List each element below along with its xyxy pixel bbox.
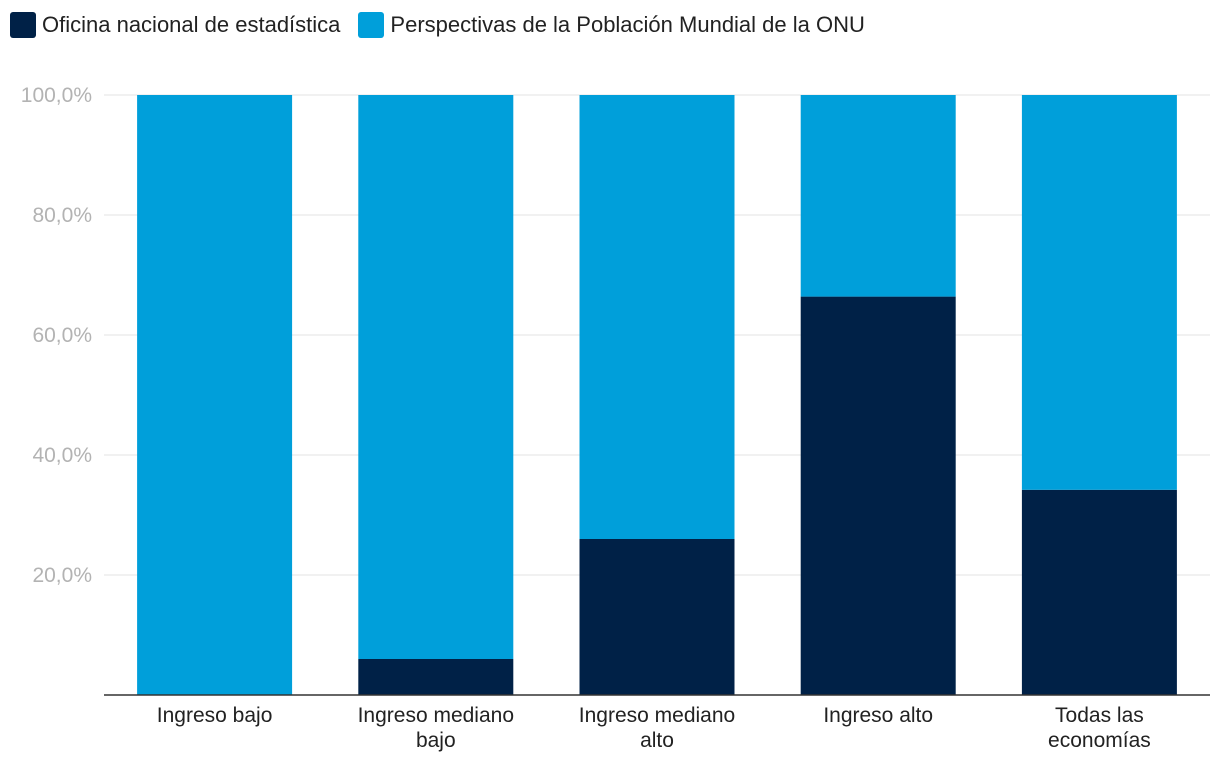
legend-swatch-onu bbox=[358, 12, 385, 38]
x-tick-label: Ingreso bajo bbox=[157, 704, 273, 727]
bar-onu bbox=[358, 95, 514, 659]
y-tick-label: 60,0% bbox=[32, 324, 92, 347]
chart-legend: Oficina nacional de estadística Perspect… bbox=[10, 8, 883, 42]
bar-onu bbox=[800, 95, 956, 297]
bar-oficina bbox=[579, 539, 735, 695]
x-tick-label: Ingreso alto bbox=[823, 704, 933, 727]
x-tick-label: Ingreso mediano bajo bbox=[358, 704, 514, 752]
axes: 20,0% 40,0% 60,0% 80,0% 100,0% Ingreso bajo In… bbox=[21, 84, 1210, 752]
bars bbox=[137, 95, 1177, 695]
x-tick-label: Ingreso mediano alto bbox=[579, 704, 735, 752]
bar-oficina bbox=[358, 659, 514, 695]
y-tick-label: 80,0% bbox=[32, 204, 92, 227]
legend-label-oficina: Oficina nacional de estadística bbox=[42, 12, 341, 37]
y-tick-label: 20,0% bbox=[32, 564, 92, 587]
bar-oficina bbox=[800, 296, 956, 695]
bar-oficina bbox=[1021, 489, 1177, 695]
y-tick-label: 100,0% bbox=[21, 84, 92, 107]
legend-label-onu: Perspectivas de la Población Mundial de … bbox=[390, 12, 865, 37]
legend-item-oficina: Oficina nacional de estadística bbox=[10, 12, 340, 38]
y-tick-label: 40,0% bbox=[32, 444, 92, 467]
x-tick-label: Todas las economías bbox=[1048, 704, 1151, 752]
legend-item-onu: Perspectivas de la Población Mundial de … bbox=[358, 12, 865, 38]
bar-onu bbox=[579, 95, 735, 539]
legend-swatch-oficina bbox=[10, 12, 36, 38]
bar-onu bbox=[1021, 95, 1177, 490]
bar-onu bbox=[137, 95, 293, 695]
